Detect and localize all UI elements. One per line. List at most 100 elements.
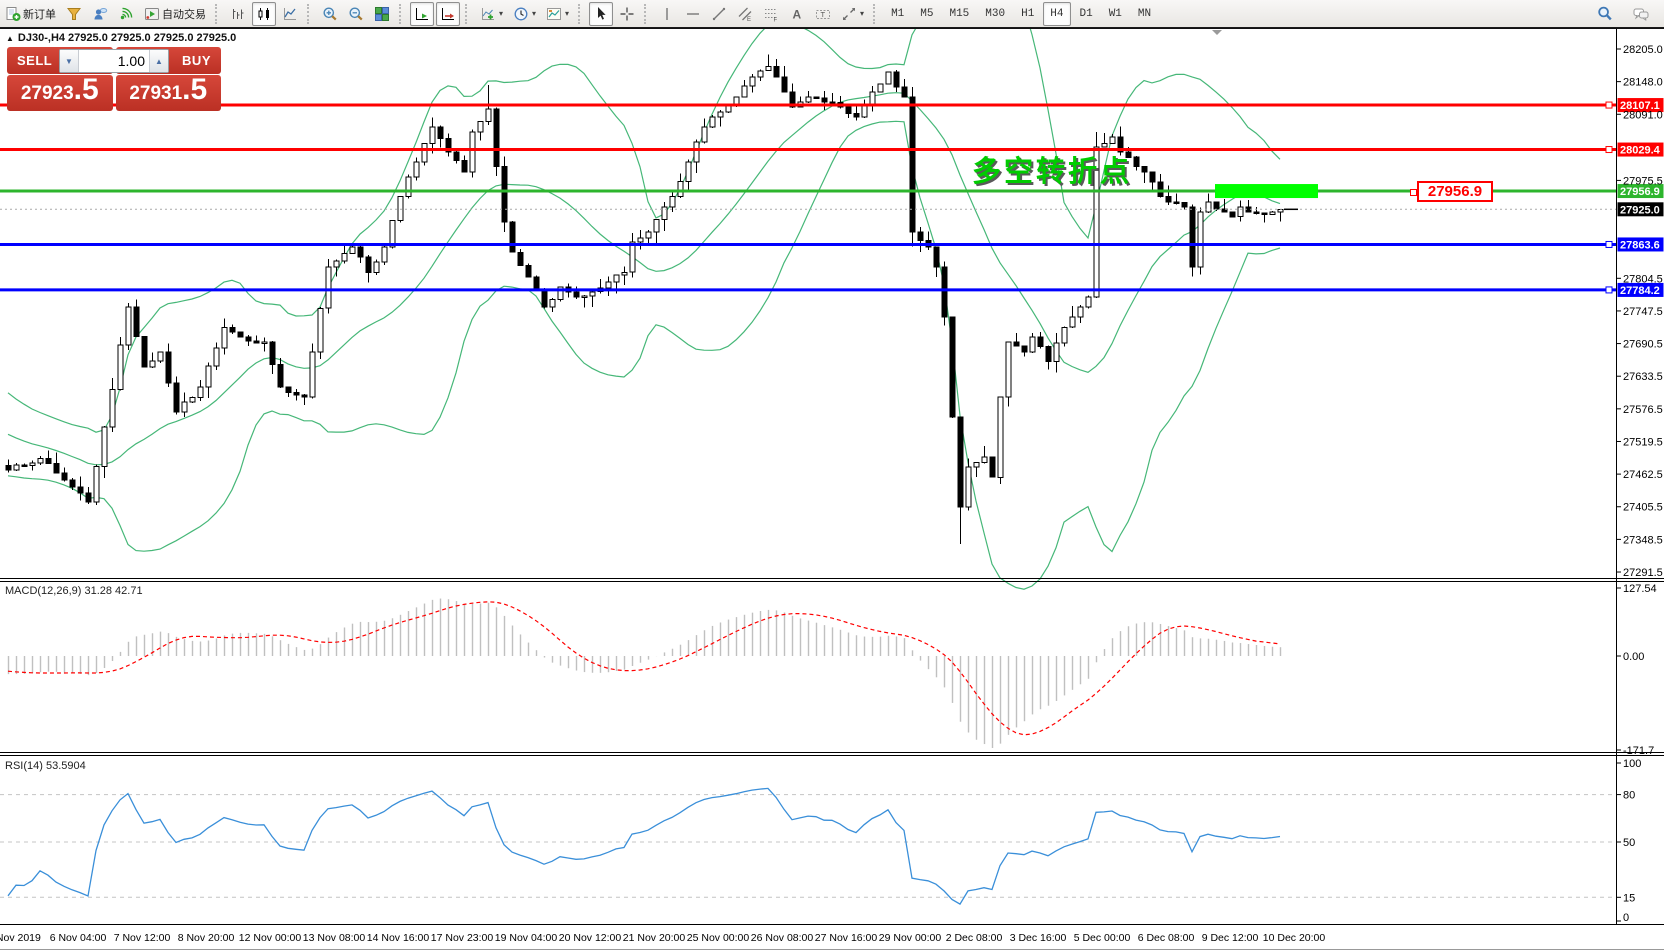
macd-signal-line	[7, 601, 1281, 736]
price-label-box[interactable]: 27956.9	[1410, 181, 1493, 202]
hline-handle[interactable]	[1605, 101, 1613, 109]
candle-body	[1061, 326, 1068, 344]
time-axis-label: 19 Nov 04:00	[495, 932, 558, 944]
volume-input[interactable]	[79, 50, 149, 72]
hline-27956.9[interactable]: 27956.9	[0, 184, 1664, 199]
price-chart-pane[interactable]	[5, 0, 1284, 590]
tile-windows-button[interactable]	[370, 2, 394, 26]
hline-handle[interactable]	[1605, 286, 1613, 294]
community-button[interactable]	[88, 2, 112, 26]
hline-27863.6[interactable]: 27863.6	[0, 237, 1664, 252]
candle-body	[1269, 211, 1276, 215]
periods-button[interactable]: ▾	[509, 2, 540, 26]
timeframe-m5[interactable]: M5	[913, 2, 940, 26]
chart-annotation-text[interactable]: 多空转折点	[972, 156, 1133, 188]
zoom-in-button[interactable]	[318, 2, 342, 26]
search-button[interactable]	[1593, 2, 1617, 26]
candle-body	[789, 91, 796, 108]
hline-price-badge-label: 27956.9	[1620, 186, 1660, 198]
indicators-button[interactable]: ▾	[476, 2, 507, 26]
signals-button[interactable]	[114, 2, 138, 26]
timeframe-w1[interactable]: W1	[1102, 2, 1129, 26]
candle-body	[685, 161, 692, 183]
macd-axis-tick-label: 0.00	[1623, 651, 1644, 663]
toolbar-group-handle[interactable]	[465, 3, 472, 24]
macd-pane[interactable]: 127.54 0.00 -171.7 MACD(12,26,9) 31.28 42.7…	[5, 583, 1657, 757]
volume-increase-button[interactable]: ▲	[149, 50, 168, 72]
toolbar-group-handle[interactable]	[399, 3, 406, 24]
hline-handle[interactable]	[1605, 146, 1613, 154]
current-price-badge	[1617, 202, 1664, 217]
candle-body	[333, 260, 340, 268]
candle-body	[173, 382, 180, 413]
equidistant-channel-button[interactable]: E	[733, 2, 757, 26]
mql5-wizard-button[interactable]	[62, 2, 86, 26]
bar-chart-button[interactable]	[226, 2, 250, 26]
candle-body	[1181, 202, 1188, 208]
templates-button[interactable]: ▾	[542, 2, 573, 26]
chart-shift-marker[interactable]	[1212, 30, 1222, 35]
timeframe-m15[interactable]: M15	[942, 2, 976, 26]
candle-body	[429, 126, 436, 144]
candle-body	[469, 131, 476, 173]
volume-decrease-button[interactable]: ▼	[60, 50, 79, 72]
zoom-out-button[interactable]	[344, 2, 368, 26]
hline-price-badge-label: 27863.6	[1620, 239, 1660, 251]
candle-body	[437, 126, 444, 140]
hline-27784.2[interactable]: 27784.2	[0, 282, 1664, 297]
timeframe-m1[interactable]: M1	[884, 2, 911, 26]
highlight-rectangle[interactable]	[1215, 184, 1318, 199]
auto-trading-button[interactable]: 自动交易	[140, 2, 210, 26]
price-axis-tick-label: 27519.5	[1623, 436, 1663, 448]
price-axis-tick-label: 28091.0	[1623, 109, 1663, 121]
trendline-button[interactable]	[707, 2, 731, 26]
time-axis-label: 20 Nov 12:00	[559, 932, 622, 944]
toolbar-group-handle[interactable]	[873, 3, 880, 24]
svg-text:T: T	[821, 10, 826, 19]
buy-price[interactable]: 27931.5	[115, 75, 221, 111]
timeframe-d1[interactable]: D1	[1073, 2, 1100, 26]
timeframe-m30[interactable]: M30	[978, 2, 1012, 26]
chat-button[interactable]	[1629, 2, 1653, 26]
candle-body	[445, 138, 452, 153]
candle-body	[1021, 345, 1028, 353]
text-label-button[interactable]: T	[811, 2, 835, 26]
zoom-out-icon	[349, 7, 363, 20]
cursor-button[interactable]	[589, 1, 614, 26]
new-order-button[interactable]: 新订单	[1, 2, 60, 26]
candle-body	[477, 121, 484, 133]
timeframe-h1[interactable]: H1	[1014, 2, 1041, 26]
hline-28029.4[interactable]: 28029.4	[0, 142, 1664, 157]
crosshair-button[interactable]	[615, 2, 639, 26]
auto-scroll-button[interactable]	[410, 1, 434, 26]
text-button[interactable]: A	[785, 2, 809, 26]
arrows-button[interactable]: ▾	[837, 2, 868, 26]
rsi-pane[interactable]: 100 80 50 15 0 RSI(14) 53.5904	[0, 758, 1641, 924]
horizontal-line-button[interactable]	[681, 2, 705, 26]
candlestick-chart-button[interactable]	[252, 1, 276, 26]
price-label-handle[interactable]	[1410, 189, 1417, 196]
toolbar-group-handle[interactable]	[644, 3, 651, 24]
line-chart-button[interactable]	[278, 2, 302, 26]
timeframe-h4[interactable]: H4	[1043, 1, 1071, 26]
chart-shift-button[interactable]	[436, 1, 460, 26]
vertical-line-button[interactable]	[655, 2, 679, 26]
toolbar-group-handle[interactable]	[307, 3, 314, 24]
toolbar-group-handle[interactable]	[578, 3, 585, 24]
fibonacci-button[interactable]: F	[759, 2, 783, 26]
tile-windows-icon	[375, 6, 389, 21]
time-axis-label: 7 Nov 12:00	[114, 932, 171, 944]
time-axis-label: 9 Dec 12:00	[1202, 932, 1259, 944]
sell-price[interactable]: 27923.5	[7, 75, 113, 111]
hline-28107.1[interactable]: 28107.1	[0, 98, 1664, 113]
arrows-icon	[843, 7, 856, 20]
mql5-wizard-icon	[67, 7, 81, 20]
candle-body	[853, 112, 860, 118]
collapse-panel-icon[interactable]: ▲	[6, 34, 14, 43]
candle-body	[413, 161, 420, 178]
timeframe-mn[interactable]: MN	[1131, 2, 1158, 26]
toolbar-group-handle[interactable]	[215, 3, 222, 24]
hline-handle[interactable]	[1605, 240, 1613, 248]
